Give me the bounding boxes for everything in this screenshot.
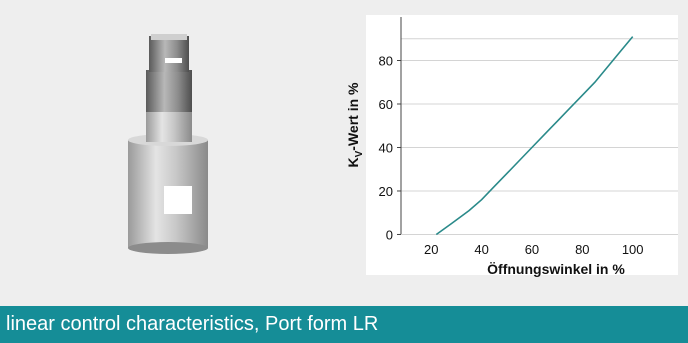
x-tick-labels: 20 40 60 80 100 [424,242,644,257]
y-axis-title: KV-Wert in % [345,82,365,168]
product-image-panel [0,0,345,295]
caption-text: linear control characteristics, Port for… [6,313,379,335]
plug-stem-slot [165,58,182,63]
kv-curve [435,36,634,236]
plug-neck [146,110,192,142]
x-tick-label: 100 [622,242,644,257]
plug-valve-image [128,34,208,254]
grid-lines [397,38,678,235]
plug-stem-top [149,36,189,72]
x-tick-label: 80 [575,242,589,257]
x-axis-title: Öffnungswinkel in % [487,261,625,277]
y-tick-label: 40 [379,140,393,155]
y-axis-title-rest: -Wert in % [345,82,361,151]
plug-port-opening [164,186,192,214]
y-axis-title-main: K [345,157,361,167]
chart-panel: 0 20 40 60 80 20 40 60 80 100 Öffnungswinkel in … [345,0,688,295]
y-tick-label: 0 [386,227,393,242]
x-tick-label: 60 [525,242,539,257]
y-tick-label: 20 [379,184,393,199]
plug-stem [146,70,192,112]
caption-bar: linear control characteristics, Port for… [0,306,688,343]
y-tick-label: 80 [379,53,393,68]
plug-stem-cap [151,34,187,40]
x-tick-label: 40 [474,242,488,257]
y-axis-title-sub: V [354,150,365,157]
kv-chart: 0 20 40 60 80 20 40 60 80 100 Öffnungswinkel in … [345,15,678,277]
plug-bottom [128,242,208,254]
chart-background [366,15,678,275]
x-tick-label: 20 [424,242,438,257]
y-tick-label: 60 [379,97,393,112]
y-tick-labels: 0 20 40 60 80 [379,53,393,242]
